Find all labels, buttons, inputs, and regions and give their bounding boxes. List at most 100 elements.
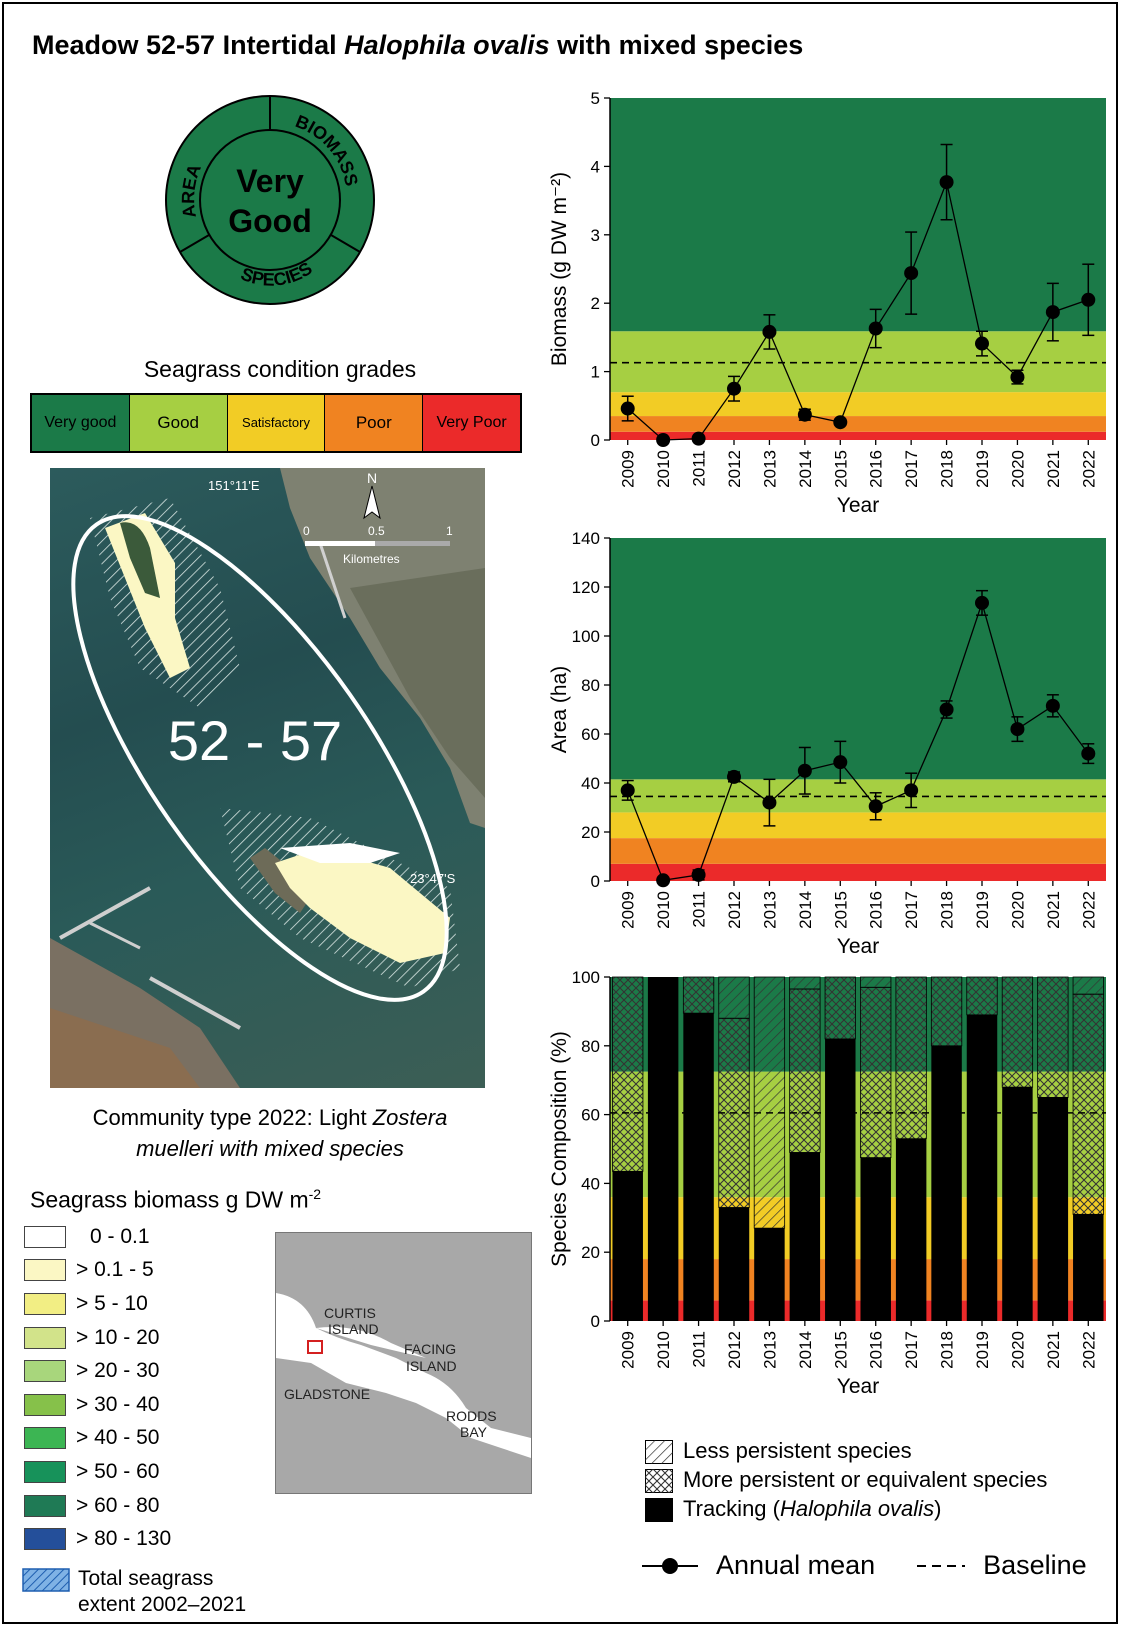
biomass-legend: 0 - 0.1 > 0.1 - 5 > 5 - 10 > 10 - 20 > 2… <box>24 1220 254 1556</box>
scale-bar-grey <box>375 541 450 546</box>
data-point <box>656 873 671 888</box>
bar-tracking <box>895 1138 927 1321</box>
legend-item-tracking: Tracking (Halophila ovalis) <box>645 1495 1047 1524</box>
data-point <box>975 336 989 351</box>
north-label: N <box>367 470 377 486</box>
line-legend: Annual mean Baseline <box>640 1550 1087 1581</box>
y-tick-label: 100 <box>572 968 600 987</box>
north-arrow-icon <box>363 485 381 520</box>
y-tick-label: 4 <box>591 157 600 176</box>
data-point <box>797 407 812 422</box>
bar-more-persistent-outline <box>1001 976 1034 1088</box>
bar-more-persistent-outline <box>895 976 927 1140</box>
y-tick-label: 2 <box>591 294 600 313</box>
legend-item: > 10 - 20 <box>24 1321 254 1355</box>
data-point <box>1010 370 1025 385</box>
y-tick-label: 80 <box>581 1037 600 1056</box>
data-point <box>904 266 919 281</box>
legend-item: > 40 - 50 <box>24 1422 254 1456</box>
bar-more-persistent-outline <box>1037 976 1069 1098</box>
y-tick-label: 140 <box>572 529 600 548</box>
scale-unit: Kilometres <box>343 552 400 566</box>
data-point <box>691 431 706 446</box>
data-point <box>833 755 848 770</box>
x-tick-label: 2016 <box>867 891 886 929</box>
legend-swatch <box>24 1528 66 1551</box>
bar-more-persistent <box>612 977 643 1172</box>
y-tick-label: 20 <box>581 823 600 842</box>
y-axis-label: Area (ha) <box>548 666 571 754</box>
bar-less-persistent-outline <box>789 976 821 990</box>
bar-tracking <box>931 1045 962 1321</box>
meadow-id-label: 52 - 57 <box>168 709 342 772</box>
x-tick-label: 2018 <box>938 1331 957 1369</box>
grade-band <box>610 416 1106 432</box>
data-point <box>620 783 635 798</box>
legend-swatch <box>24 1427 66 1450</box>
data-point <box>1045 698 1060 713</box>
inset-label-gladstone: GLADSTONE <box>284 1386 370 1402</box>
legend-swatch <box>24 1225 66 1248</box>
data-point <box>762 795 777 810</box>
x-tick-label: 2014 <box>796 450 815 488</box>
data-point <box>1010 722 1025 737</box>
bar-less-persistent-outline <box>860 976 892 988</box>
x-tick-label: 2011 <box>690 891 709 928</box>
y-tick-label: 100 <box>572 627 600 646</box>
extent-hatch-swatch <box>22 1568 70 1592</box>
bar-tracking <box>718 1207 750 1321</box>
bar-tracking <box>754 1228 785 1321</box>
legend-swatch <box>24 1259 66 1282</box>
y-tick-label: 40 <box>581 1174 600 1193</box>
legend-item: > 20 - 30 <box>24 1354 254 1388</box>
y-tick-label: 0 <box>591 1312 600 1331</box>
y-tick-label: 40 <box>581 774 600 793</box>
inset-label-island1: ISLAND <box>328 1321 379 1337</box>
scale-tick-1: 1 <box>446 524 453 538</box>
x-tick-label: 2018 <box>938 891 957 929</box>
x-tick-label: 2009 <box>619 1331 638 1369</box>
bar-more-persistent <box>860 987 891 1158</box>
inset-label-island2: ISLAND <box>406 1358 457 1374</box>
x-tick-label: 2017 <box>902 450 921 488</box>
grades-scale: Very good Good Satisfactory Poor Very Po… <box>30 393 522 453</box>
x-tick-label: 2012 <box>725 1331 744 1369</box>
meadow-map: N 0 0.5 1 Kilometres 151°11'E 23°47'S 52… <box>50 468 485 1088</box>
x-tick-label: 2015 <box>831 450 850 488</box>
bar-tracking <box>1037 1097 1069 1321</box>
x-tick-label: 2015 <box>831 1331 850 1369</box>
legend-swatch <box>24 1393 66 1416</box>
y-tick-label: 80 <box>581 676 600 695</box>
bar-more-persistent-outline <box>930 976 963 1047</box>
x-tick-label: 2022 <box>1079 891 1098 929</box>
y-axis-label: Species Composition (%) <box>548 1031 571 1267</box>
scale-tick-05: 0.5 <box>368 524 385 538</box>
legend-item: > 5 - 10 <box>24 1287 254 1321</box>
data-point <box>904 783 919 798</box>
bar-tracking <box>683 1013 714 1321</box>
legend-item: > 0.1 - 5 <box>24 1254 254 1288</box>
chart-species: 0 20 40 60 80 100 2009 2010 2011 2012 2013 2014 2015… <box>548 968 1106 1398</box>
biomass-legend-title: Seagrass biomass g DW m-2 <box>30 1186 322 1213</box>
bar-more-persistent <box>683 977 714 1014</box>
data-point <box>1081 292 1096 307</box>
data-point <box>797 763 812 778</box>
grade-band <box>610 331 1106 393</box>
legend-item: 0 - 0.1 <box>24 1220 254 1254</box>
page-title: Meadow 52-57 Intertidal Halophila ovalis… <box>32 30 804 60</box>
legend-swatch <box>24 1460 66 1483</box>
legend-item: > 30 - 40 <box>24 1388 254 1422</box>
y-tick-label: 0 <box>591 872 600 891</box>
x-axis-label: Year <box>837 935 879 958</box>
condition-score-badge: AREA BIOMASS SPECIES Very Good <box>165 95 375 305</box>
grades-title: Seagrass condition grades <box>143 356 417 382</box>
badge-grade-line2: Good <box>228 203 312 239</box>
bar-less-persistent <box>789 977 821 990</box>
x-tick-label: 2016 <box>867 450 886 488</box>
chart-biomass: 0 1 2 3 4 5 2009 2010 2011 2012 2013 2014 2015 2016 20… <box>548 89 1106 517</box>
location-inset-map: CURTIS ISLAND FACING ISLAND GLADSTONE RO… <box>275 1232 532 1494</box>
grade-band <box>610 98 1106 332</box>
grade-very-good: Very good <box>32 395 130 451</box>
